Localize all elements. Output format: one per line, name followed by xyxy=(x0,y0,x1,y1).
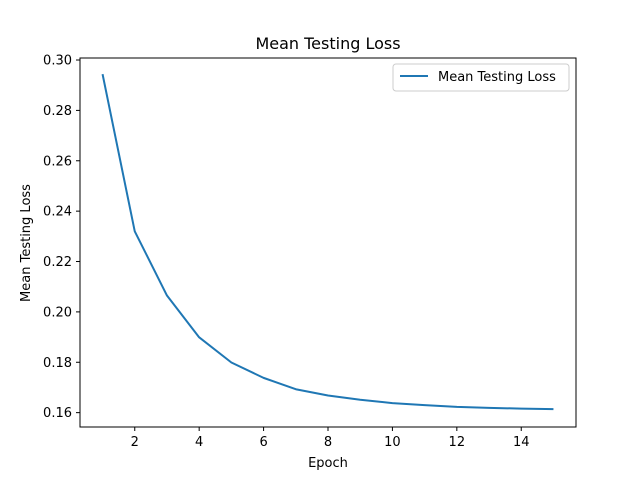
y-tick-label: 0.16 xyxy=(43,406,72,421)
y-axis: 0.16 0.18 0.20 0.22 0.24 0.26 0.28 0.30 xyxy=(43,54,80,421)
x-tick-label: 10 xyxy=(384,435,401,450)
y-tick-label: 0.28 xyxy=(43,104,72,119)
axes-frame xyxy=(79,57,577,428)
x-axis-label: Epoch xyxy=(308,456,348,471)
x-tick-label: 8 xyxy=(324,435,332,450)
y-tick-label: 0.22 xyxy=(43,255,72,270)
y-tick-label: 0.30 xyxy=(43,54,72,69)
x-tick-label: 6 xyxy=(259,435,267,450)
x-tick-label: 12 xyxy=(449,435,466,450)
x-tick-label: 4 xyxy=(195,435,203,450)
legend: Mean Testing Loss xyxy=(392,63,570,92)
legend-label: Mean Testing Loss xyxy=(438,70,556,85)
x-tick-label: 14 xyxy=(513,435,530,450)
x-axis: 2 4 6 8 10 12 14 xyxy=(131,427,530,450)
plot-area xyxy=(101,73,554,411)
y-tick-label: 0.18 xyxy=(43,356,72,371)
chart-title: Mean Testing Loss xyxy=(255,34,400,53)
x-tick-label: 2 xyxy=(131,435,139,450)
y-tick-label: 0.24 xyxy=(43,205,72,220)
legend-box xyxy=(392,63,570,92)
y-tick-label: 0.26 xyxy=(43,154,72,169)
series-line-0 xyxy=(101,73,554,411)
y-axis-label: Mean Testing Loss xyxy=(19,184,34,302)
y-tick-label: 0.20 xyxy=(43,305,72,320)
